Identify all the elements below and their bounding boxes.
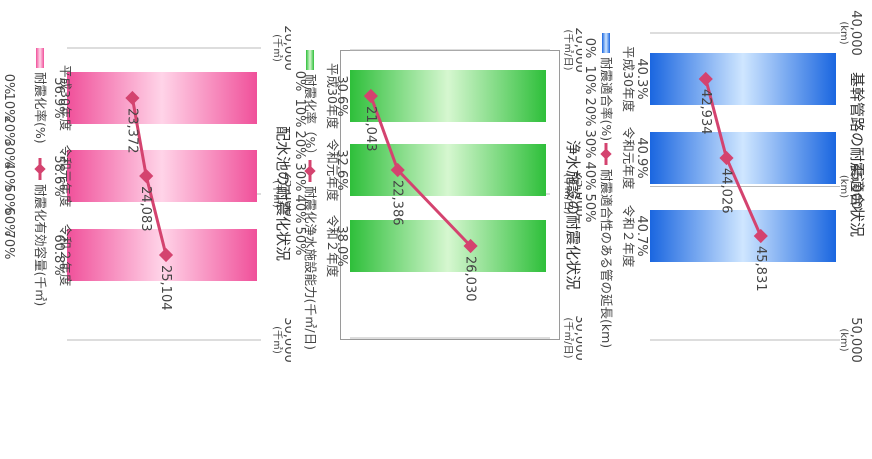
bar [650,53,836,105]
right-axis-unit: (千㎥) [271,34,284,62]
category-label: 令和元年度 [325,139,340,202]
right-axis-unit: (km) [838,328,849,351]
right-axis-unit: (km) [838,175,849,198]
right-axis-tick-label: 25,000 [572,171,582,217]
legend-bar-swatch [306,50,314,70]
line-point [139,168,154,184]
left-axis-tick-label: 10% [582,66,597,95]
left-axis-tick-label: 0% [292,71,307,92]
line-point [390,162,405,178]
right-axis-unit: (千㎥/日) [562,29,575,70]
bar [67,72,257,124]
left-axis-tick-label: 40% [582,162,597,191]
bar [650,132,836,184]
right-axis-tick-label: 25,000 [281,171,291,217]
right-axis-tick-label: 30,000 [281,317,291,363]
pipeline-panel: 基幹管路の耐震適合状況 50,000 (km) 45,000 (km) 40,000 (k… [582,0,872,459]
bar [350,220,546,272]
right-axis-unit: (千㎥/日) [562,317,575,358]
left-axis-tick-label: 0% [1,74,16,95]
left-axis-tick-label: 0% [582,38,597,59]
category-label: 平成30年度 [325,63,340,129]
bar-value-label: 32.6% [334,149,349,190]
left-axis-tick-label: 10% [292,99,307,128]
legend-line-label: 耐震適合性のある管の延長(km) [599,169,614,348]
chart-svg: 30,000(千㎥/日)25,000(千㎥/日)20,000(千㎥/日)30.6… [292,27,582,361]
line-value-label: 24,083 [138,186,153,232]
left-axis-tick-label: 20% [292,131,307,160]
left-axis-tick-label: 50% [292,227,307,256]
line-value-label: 26,030 [463,256,478,302]
line-value-label: 21,043 [363,106,378,152]
left-axis-tick-label: 30% [1,139,16,168]
line-point [719,150,734,166]
line-value-label: 25,104 [158,265,173,311]
bar-value-label: 38.0% [334,225,349,266]
bar-value-label: 40.9% [634,137,649,178]
legend-line-label: 耐震化浄水施設能力(千㎥/日) [303,186,318,350]
right-axis-unit: (千㎥) [271,326,284,354]
right-axis-tick-label: 40,000 [848,10,863,56]
category-label: 令和２年度 [325,215,340,278]
chart-svg: 50,000(km)45,000(km)40,000(km)40.3%40.9%… [582,10,863,363]
left-axis-tick-label: 20% [582,98,597,127]
bar-value-label: 40.3% [634,58,649,99]
bar [350,144,546,196]
left-axis-tick-label: 30% [292,163,307,192]
line-value-label: 42,934 [698,89,713,135]
line-value-label: 23,372 [124,108,139,154]
reservoir-panel: 配水池の耐震化状況 30,000 (千㎥) 25,000 (千㎥) 20,000 (千㎥)… [0,0,292,459]
left-axis-tick-label: 70% [1,231,16,260]
bar [67,150,257,202]
line-value-label: 44,026 [718,168,733,214]
left-axis-tick-label: 40% [1,162,16,191]
category-label: 令和２年度 [58,224,73,287]
water-treatment-panel: 浄水施設の耐震化状況 30,000 (千㎥/日) 25,000 (千㎥/日) 20,00… [291,0,582,459]
bar-value-label: 58.6% [51,155,66,196]
right-axis-unit: (千㎥/日) [562,173,575,214]
left-axis-tick-label: 10% [1,93,16,122]
right-axis-tick-label: 45,000 [848,164,863,210]
left-axis-tick-label: 20% [1,116,16,145]
line-point [753,228,768,244]
left-axis-tick-label: 50% [582,194,597,223]
bar [650,210,836,262]
right-axis-unit: (千㎥) [271,180,284,208]
bar-value-label: 30.6% [334,75,349,116]
right-axis-tick-label: 20,000 [572,27,582,73]
legend-line-marker [34,163,46,175]
line-value-label: 45,831 [753,246,768,292]
legend-bar-label: 耐震化率（%） [303,74,318,161]
legend-line-marker [304,165,316,177]
bar-value-label: 60.8% [51,234,66,275]
legend-bar-label: 耐震適合率(%) [599,57,614,141]
category-label: 平成30年度 [58,65,73,131]
right-axis-tick-label: 20,000 [281,25,291,71]
left-axis-tick-label: 50% [1,185,16,214]
legend-line-marker [600,148,612,160]
category-label: 令和２年度 [621,205,636,268]
bar-value-label: 56.9% [51,77,66,118]
chart-svg: 30,000(千㎥)25,000(千㎥)20,000(千㎥)56.9%58.6%… [1,25,291,363]
bar [350,70,546,122]
line-value-label: 22,386 [390,180,405,226]
category-label: 平成30年度 [621,46,636,112]
right-axis-tick-label: 30,000 [572,315,582,361]
legend-bar-label: 耐震化率(%) [33,72,48,144]
left-axis-tick-label: 40% [292,195,307,224]
legend-bar-swatch [36,48,44,68]
right-axis-unit: (km) [838,21,849,44]
bar-value-label: 40.7% [634,215,649,256]
legend-bar-swatch [602,33,610,53]
right-axis-tick-label: 50,000 [848,317,863,363]
left-axis-tick-label: 30% [582,130,597,159]
category-label: 令和元年度 [621,127,636,190]
left-axis-tick-label: 60% [1,208,16,237]
category-label: 令和元年度 [58,145,73,208]
legend-line-label: 耐震化有効容量(千㎥) [33,184,48,306]
